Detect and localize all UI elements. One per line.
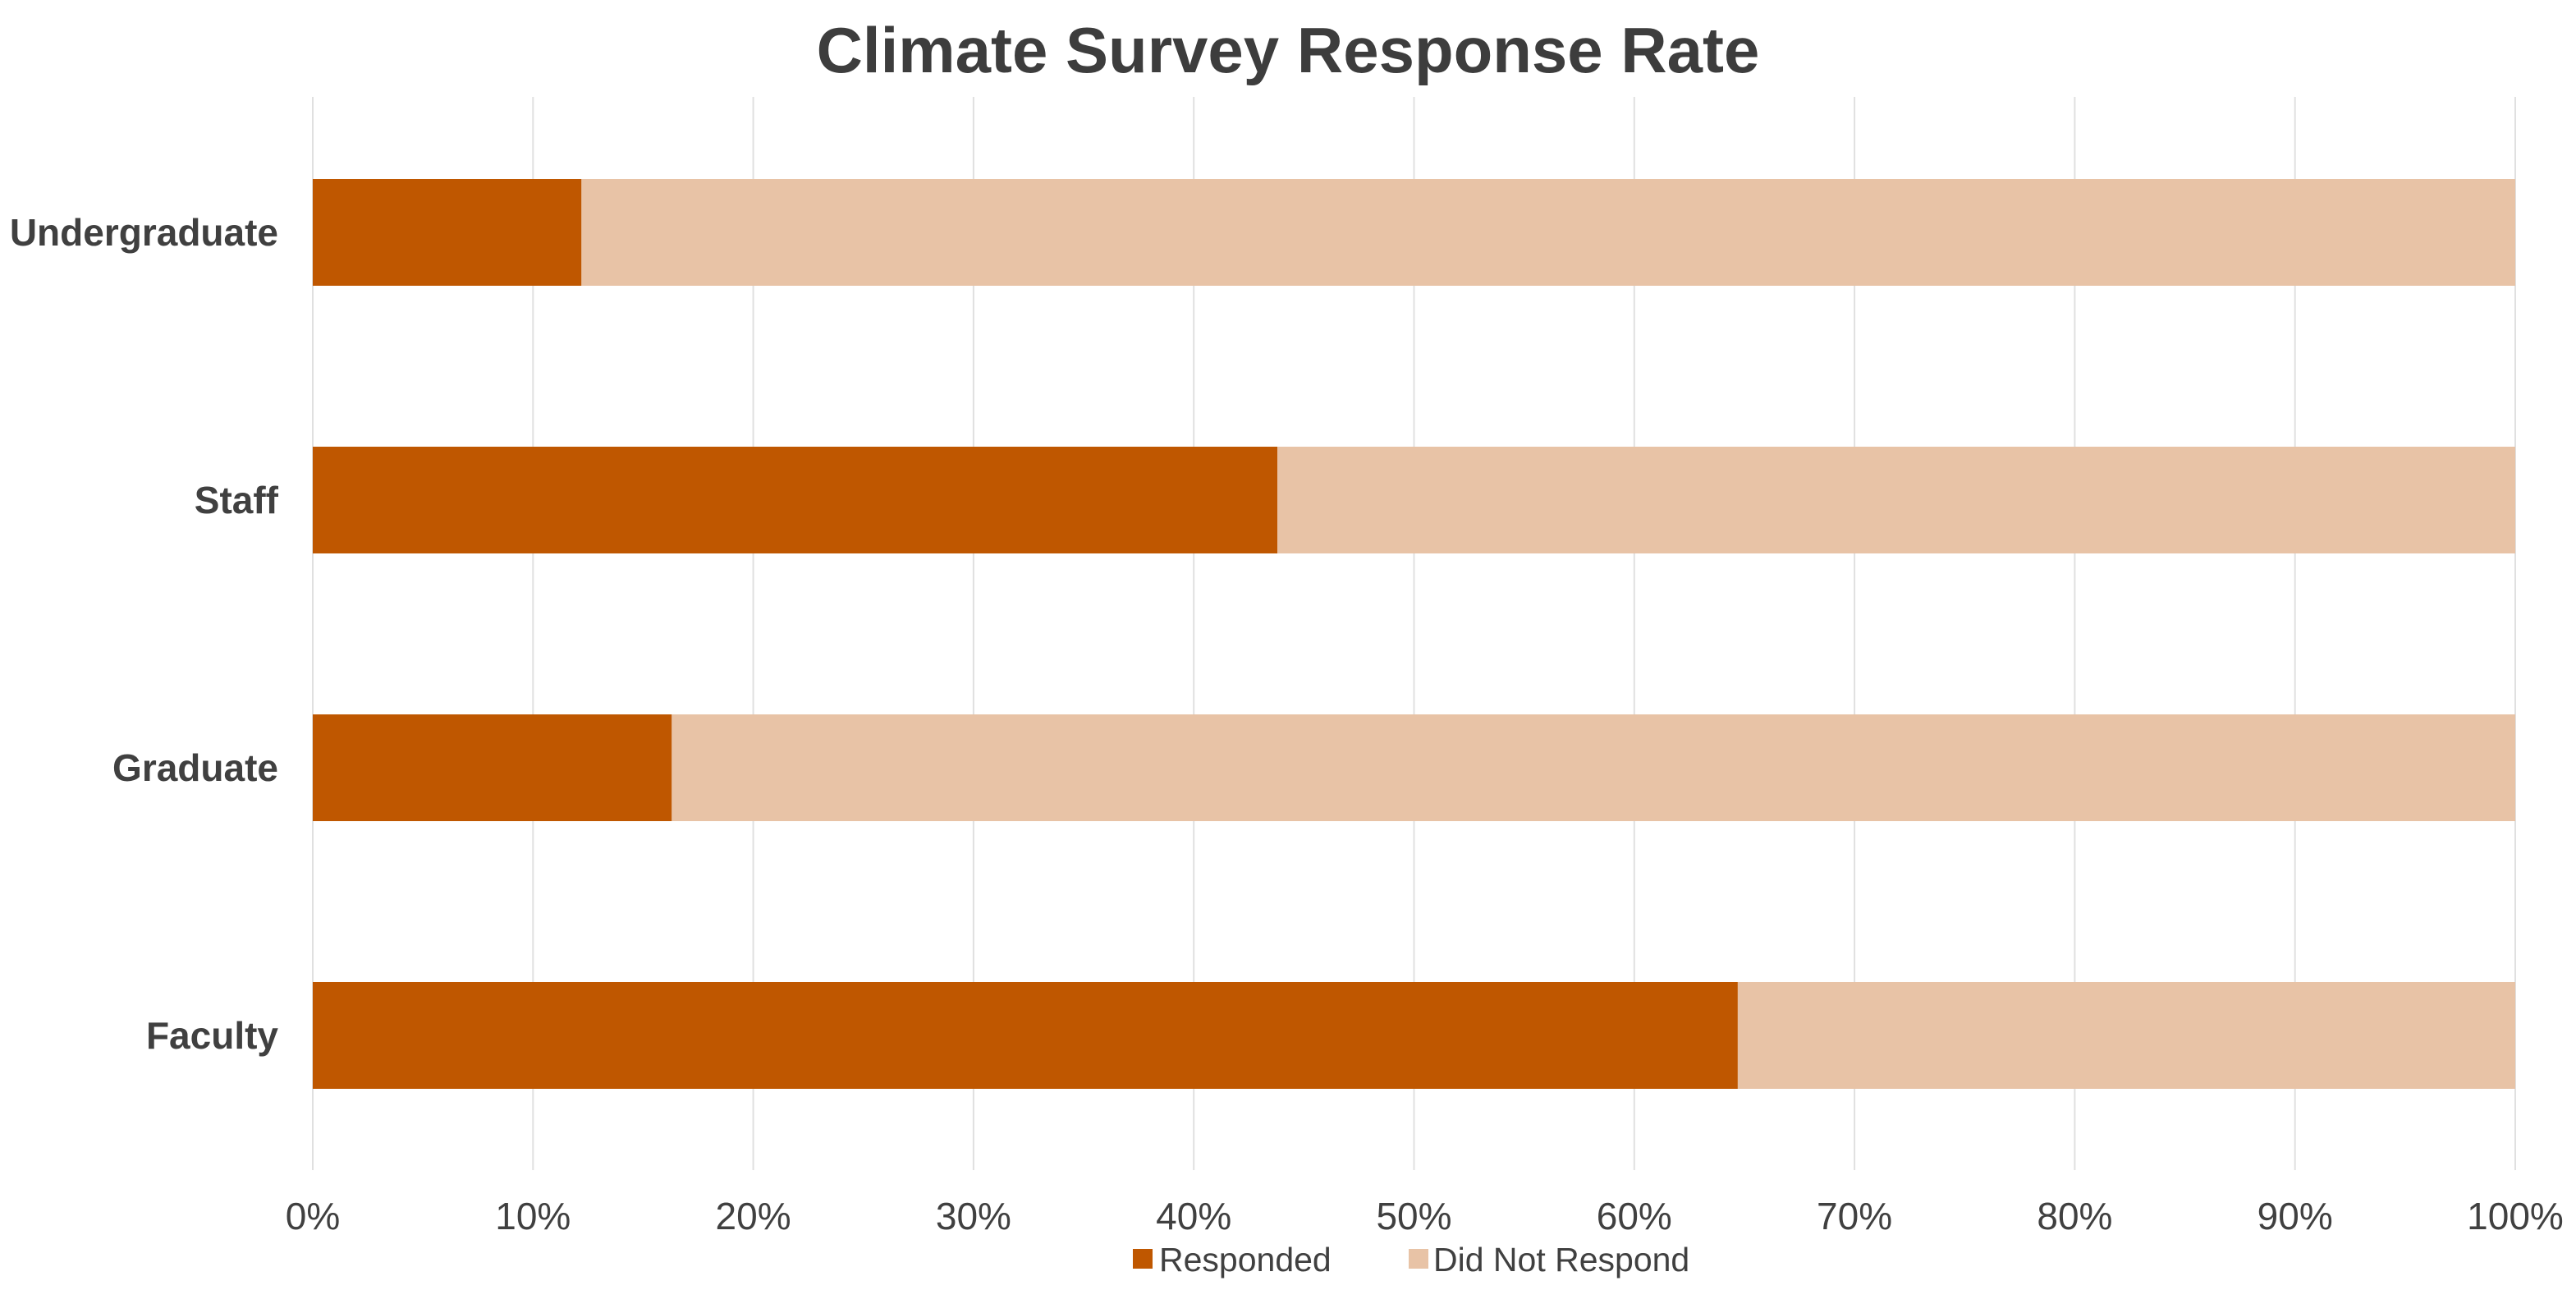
bar-segment-did-not-respond [1277, 447, 2515, 553]
legend-label: Did Not Respond [1433, 1241, 1689, 1279]
x-tick-label: 20% [716, 1195, 791, 1237]
bar-segment-responded [313, 447, 1278, 553]
x-tick-label: 60% [1597, 1195, 1672, 1237]
x-tick-label: 70% [1817, 1195, 1892, 1237]
x-tick-label: 10% [495, 1195, 571, 1237]
bar-segment-did-not-respond [672, 714, 2515, 821]
bar-segment-responded [313, 982, 1738, 1089]
category-labels: Undergraduate Staff Graduate Faculty [10, 211, 279, 1057]
chart-title: Climate Survey Response Rate [817, 14, 1760, 86]
x-tick-label: 90% [2257, 1195, 2333, 1237]
bars [313, 179, 2516, 1089]
bar-segment-did-not-respond [581, 179, 2516, 286]
bar-segment-did-not-respond [1737, 982, 2515, 1089]
category-label: Faculty [146, 1014, 278, 1057]
legend-swatch [1133, 1249, 1153, 1269]
x-tick-label: 80% [2037, 1195, 2112, 1237]
legend: Responded Did Not Respond [1133, 1241, 1689, 1279]
x-axis-ticks: 0% 10% 20% 30% 40% 50% 60% 70% 80% 90% 100% [286, 1195, 2564, 1237]
bar-segment-responded [313, 179, 582, 286]
x-tick-label: 30% [936, 1195, 1011, 1237]
category-label: Graduate [112, 746, 278, 789]
x-tick-label: 50% [1376, 1195, 1451, 1237]
category-label: Staff [195, 479, 279, 521]
category-label: Undergraduate [10, 211, 278, 254]
x-tick-label: 40% [1156, 1195, 1231, 1237]
legend-swatch [1409, 1249, 1428, 1269]
x-tick-label: 0% [286, 1195, 340, 1237]
bar-segment-responded [313, 714, 672, 821]
x-tick-label: 100% [2467, 1195, 2564, 1237]
legend-label: Responded [1159, 1241, 1332, 1279]
